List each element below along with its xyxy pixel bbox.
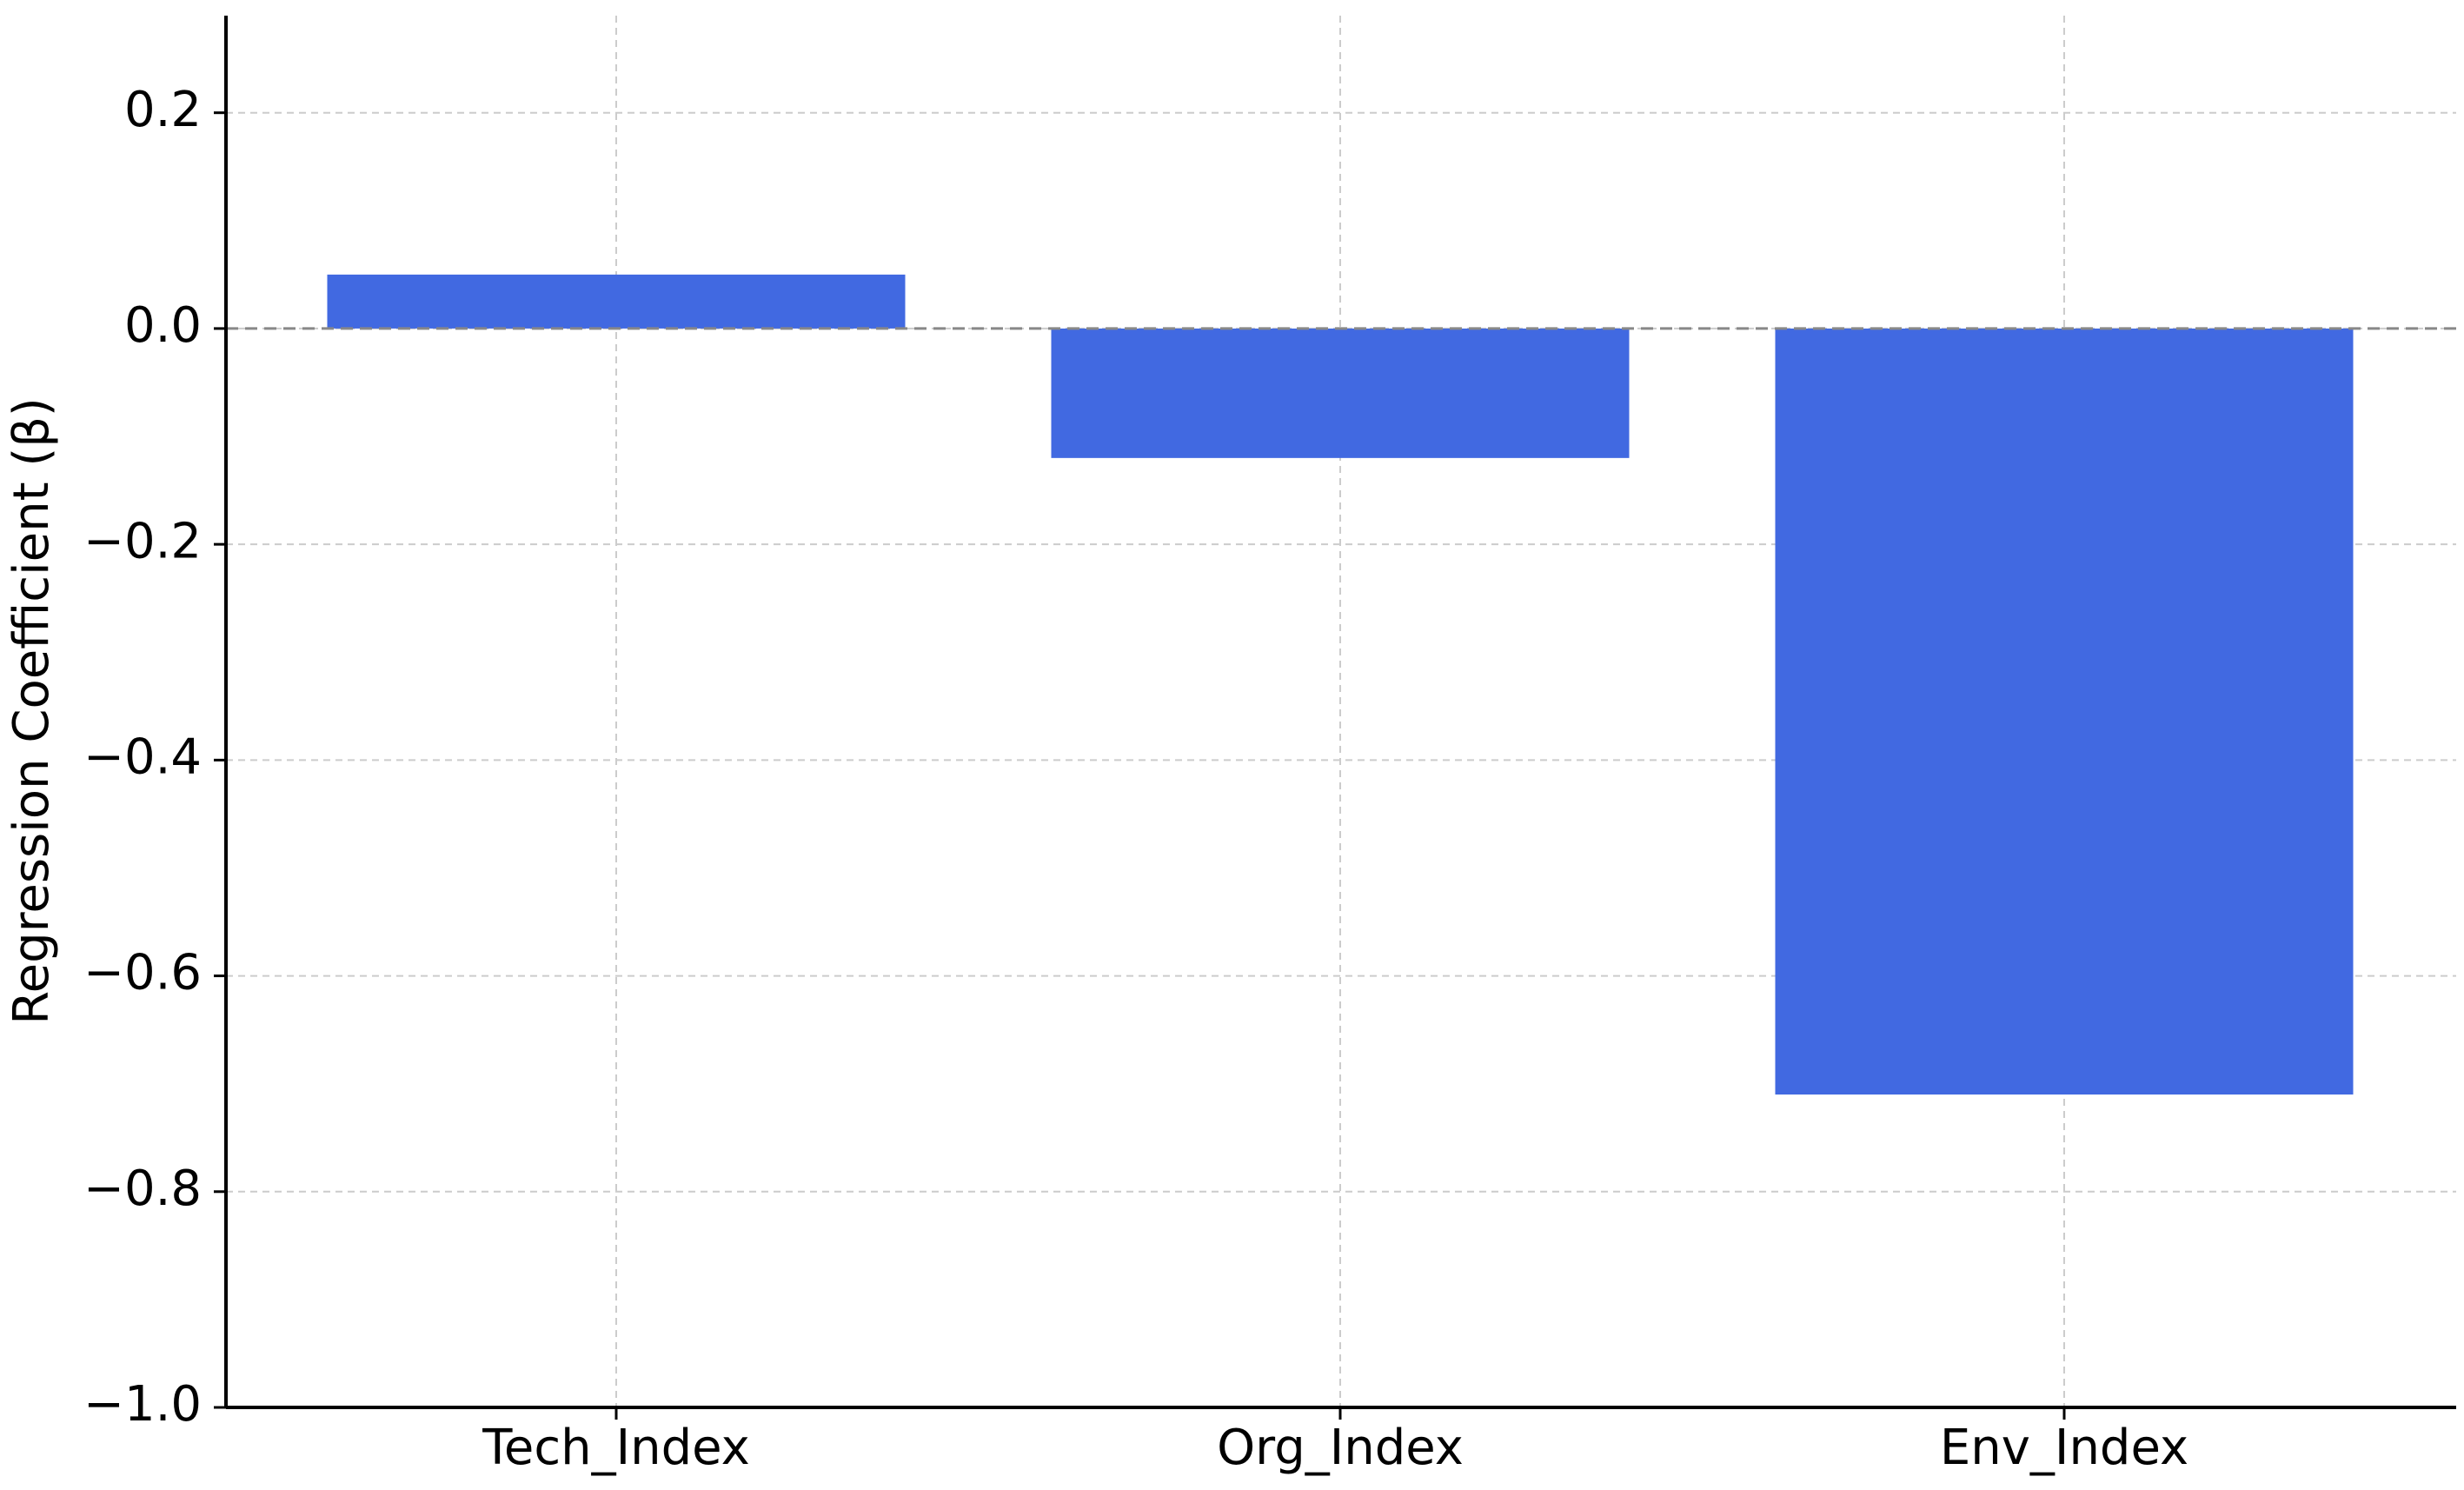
y-tick-label: −0.8 [83, 1161, 202, 1217]
bar [1051, 328, 1630, 458]
y-tick-label: −0.4 [83, 728, 202, 785]
y-tick-label: −0.6 [83, 945, 202, 1001]
x-tick-label: Org_Index [1217, 1420, 1464, 1476]
bar [327, 274, 906, 329]
bar [1775, 328, 2354, 1095]
y-tick-label: 0.0 [124, 297, 202, 354]
y-tick-label: −0.2 [83, 513, 202, 569]
y-tick-label: 0.2 [124, 82, 202, 138]
x-tick-label: Tech_Index [482, 1420, 750, 1476]
y-axis-label: Regression Coefficient (β) [3, 397, 60, 1025]
x-tick-label: Env_Index [1940, 1420, 2188, 1476]
y-tick-label: −1.0 [83, 1376, 202, 1433]
